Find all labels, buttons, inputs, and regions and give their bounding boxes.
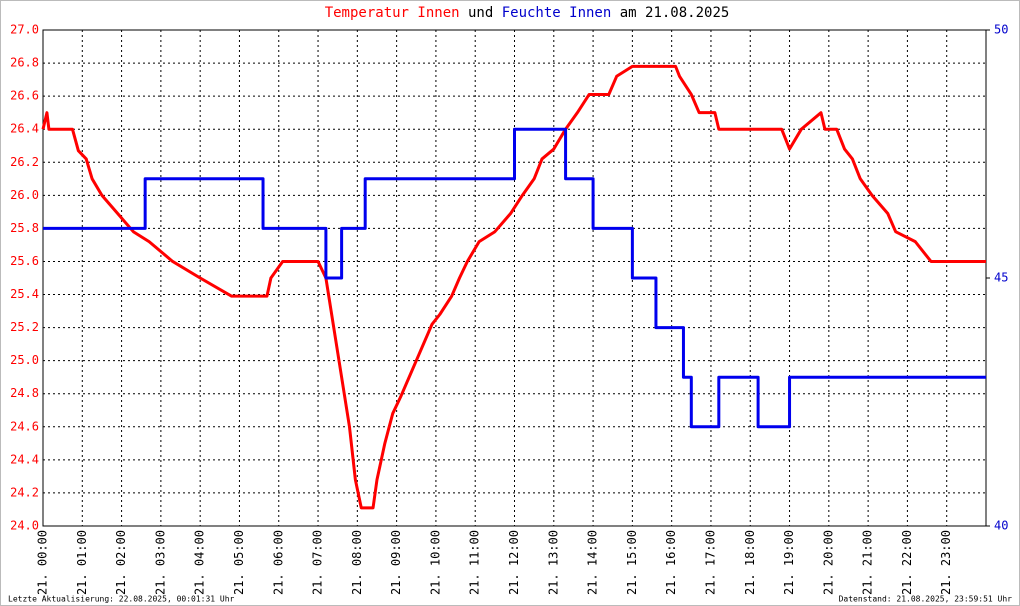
x-tick-label: 21. 05:00 (232, 530, 246, 595)
x-tick-label: 21. 01:00 (75, 530, 89, 595)
x-tick-label: 21. 03:00 (153, 530, 167, 595)
y-tick-label: 26.0 (10, 188, 39, 202)
x-tick-label: 21. 02:00 (114, 530, 128, 595)
y-tick-label: 25.8 (10, 221, 39, 235)
y-tick-label: 25.2 (10, 320, 39, 334)
y-tick-label: 26.6 (10, 89, 39, 103)
x-tick-label: 21. 00:00 (36, 530, 50, 595)
y-tick-label: 24.2 (10, 485, 39, 499)
x-tick-label: 21. 16:00 (664, 530, 678, 595)
x-tick-label: 21. 06:00 (271, 530, 285, 595)
y2-tick-label: 50 (994, 23, 1008, 37)
footer-right: Datenstand: 21.08.2025, 23:59:51 Uhr (839, 595, 1013, 604)
x-tick-label: 21. 22:00 (900, 530, 914, 595)
y-tick-label: 26.4 (10, 122, 39, 136)
series-line (41, 64, 986, 510)
footer-left: Letzte Aktualisierung: 22.08.2025, 00:01… (8, 595, 235, 604)
x-tick-label: 21. 12:00 (507, 530, 521, 595)
x-tick-label: 21. 08:00 (350, 530, 364, 595)
x-tick-label: 21. 11:00 (468, 530, 482, 595)
y-tick-label: 24.8 (10, 386, 39, 400)
title-part: am 21.08.2025 (620, 5, 730, 21)
title-part: und (468, 5, 493, 21)
x-tick-label: 21. 23:00 (939, 530, 953, 595)
y2-tick-label: 40 (994, 519, 1008, 533)
y-tick-label: 26.2 (10, 155, 39, 169)
x-tick-label: 21. 09:00 (389, 530, 403, 595)
x-tick-label: 21. 20:00 (821, 530, 835, 595)
x-tick-label: 21. 13:00 (546, 530, 560, 595)
x-tick-label: 21. 19:00 (782, 530, 796, 595)
x-tick-label: 21. 21:00 (861, 530, 875, 595)
x-tick-label: 21. 07:00 (311, 530, 325, 595)
chart-title: Temperatur Innen und Feuchte Innen am 21… (325, 5, 730, 21)
x-tick-label: 21. 18:00 (743, 530, 757, 595)
y-tick-label: 26.8 (10, 56, 39, 70)
y-tick-label: 27.0 (10, 23, 39, 37)
y-tick-label: 25.6 (10, 254, 39, 268)
y-tick-label: 25.4 (10, 287, 39, 301)
x-tick-label: 21. 14:00 (586, 530, 600, 595)
title-part: Feuchte Innen (502, 5, 612, 21)
y-tick-label: 25.0 (10, 353, 39, 367)
plot-border (42, 29, 987, 527)
x-tick-label: 21. 10:00 (428, 530, 442, 595)
y2-tick-label: 45 (994, 271, 1008, 285)
series-line (43, 127, 986, 429)
y-tick-label: 24.6 (10, 419, 39, 433)
y-tick-label: 24.0 (10, 519, 39, 533)
x-tick-label: 21. 17:00 (703, 530, 717, 595)
x-tick-label: 21. 15:00 (625, 530, 639, 595)
x-tick-label: 21. 04:00 (193, 530, 207, 595)
y-tick-label: 24.4 (10, 452, 39, 466)
title-part: Temperatur Innen (325, 5, 460, 21)
